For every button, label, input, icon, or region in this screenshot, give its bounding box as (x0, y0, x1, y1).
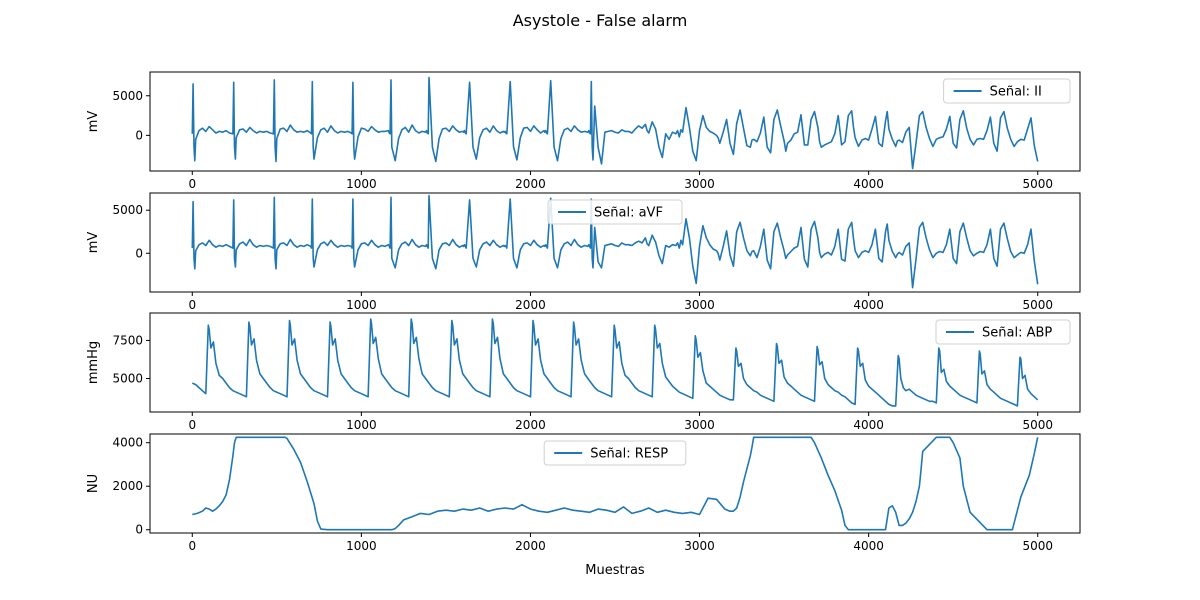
x-tick-label: 0 (188, 539, 196, 553)
x-tick-label: 5000 (1022, 298, 1053, 312)
x-tick-label: 2000 (515, 298, 546, 312)
subplot-3: 0 1000 2000 3000 4000 5000 5000 7500 mmHg Señal: … (86, 312, 1081, 432)
figure-title: Asystole - False alarm (513, 11, 688, 30)
y-tick-label: 0 (135, 128, 143, 142)
x-tick-label: 2000 (515, 177, 546, 191)
x-tick-label: 1000 (346, 539, 377, 553)
x-tick-label: 4000 (853, 177, 884, 191)
series-line-3-1 (191, 318, 1039, 407)
y-tick-label: 0 (135, 246, 143, 260)
legend-box (547, 199, 683, 225)
legend: Señal: RESP (543, 440, 687, 466)
series-line-2-1 (191, 194, 1039, 289)
x-tick-label: 0 (188, 177, 196, 191)
x-axis-label: Muestras (585, 563, 645, 578)
y-tick-label: 2000 (112, 479, 143, 493)
y-tick-label: 5000 (112, 89, 143, 103)
legend-label: Señal: RESP (590, 447, 668, 462)
x-tick-label: 2000 (515, 539, 546, 553)
x-tick-label: 1000 (346, 298, 377, 312)
series-line-4-1 (192, 436, 1039, 531)
x-tick-label: 2000 (515, 418, 546, 432)
series-line-1-1 (191, 76, 1039, 170)
y-tick-label: 5000 (112, 371, 143, 385)
legend-label: Señal: aVF (594, 206, 663, 221)
y-axis-label: mV (86, 111, 101, 133)
legend-box (943, 78, 1071, 104)
axes-frame (149, 192, 1081, 293)
x-tick-label: 0 (188, 298, 196, 312)
x-tick-label: 5000 (1022, 177, 1053, 191)
y-axis-label: mV (86, 232, 101, 254)
legend-box (935, 319, 1071, 345)
subplot-1: 0 1000 2000 3000 4000 5000 0 5000 mV Señal: II (86, 71, 1081, 191)
x-tick-label: 4000 (853, 539, 884, 553)
x-tick-label: 3000 (684, 298, 715, 312)
x-tick-label: 3000 (684, 539, 715, 553)
legend: Señal: ABP (935, 319, 1071, 345)
y-tick-label: 0 (135, 523, 143, 537)
x-tick-label: 0 (188, 418, 196, 432)
y-axis-label: mmHg (86, 341, 101, 384)
legend-label: Señal: ABP (982, 326, 1052, 341)
y-tick-label: 7500 (112, 333, 143, 347)
x-tick-label: 1000 (346, 418, 377, 432)
x-tick-label: 4000 (853, 418, 884, 432)
legend-label: Señal: II (990, 85, 1042, 100)
x-tick-label: 1000 (346, 177, 377, 191)
subplots: 0 1000 2000 3000 4000 5000 0 5000 mV Señal: II 0 10… (86, 71, 1081, 553)
y-tick-label: 4000 (112, 436, 143, 450)
y-axis-label: NU (86, 474, 101, 493)
y-tick-label: 5000 (112, 203, 143, 217)
subplot-4: 0 1000 2000 3000 4000 5000 0 2000 4000 NU Señal: R… (86, 433, 1081, 553)
x-tick-label: 3000 (684, 418, 715, 432)
x-tick-label: 5000 (1022, 418, 1053, 432)
x-tick-label: 3000 (684, 177, 715, 191)
x-tick-label: 5000 (1022, 539, 1053, 553)
subplot-2: 0 1000 2000 3000 4000 5000 0 5000 mV Señal: aVF (86, 192, 1081, 312)
legend: Señal: aVF (547, 199, 683, 225)
axes-frame (149, 71, 1081, 172)
legend: Señal: II (943, 78, 1071, 104)
axes-frame (149, 312, 1081, 413)
legend-box (543, 440, 687, 466)
axes-frame (149, 433, 1081, 534)
x-tick-label: 4000 (853, 298, 884, 312)
